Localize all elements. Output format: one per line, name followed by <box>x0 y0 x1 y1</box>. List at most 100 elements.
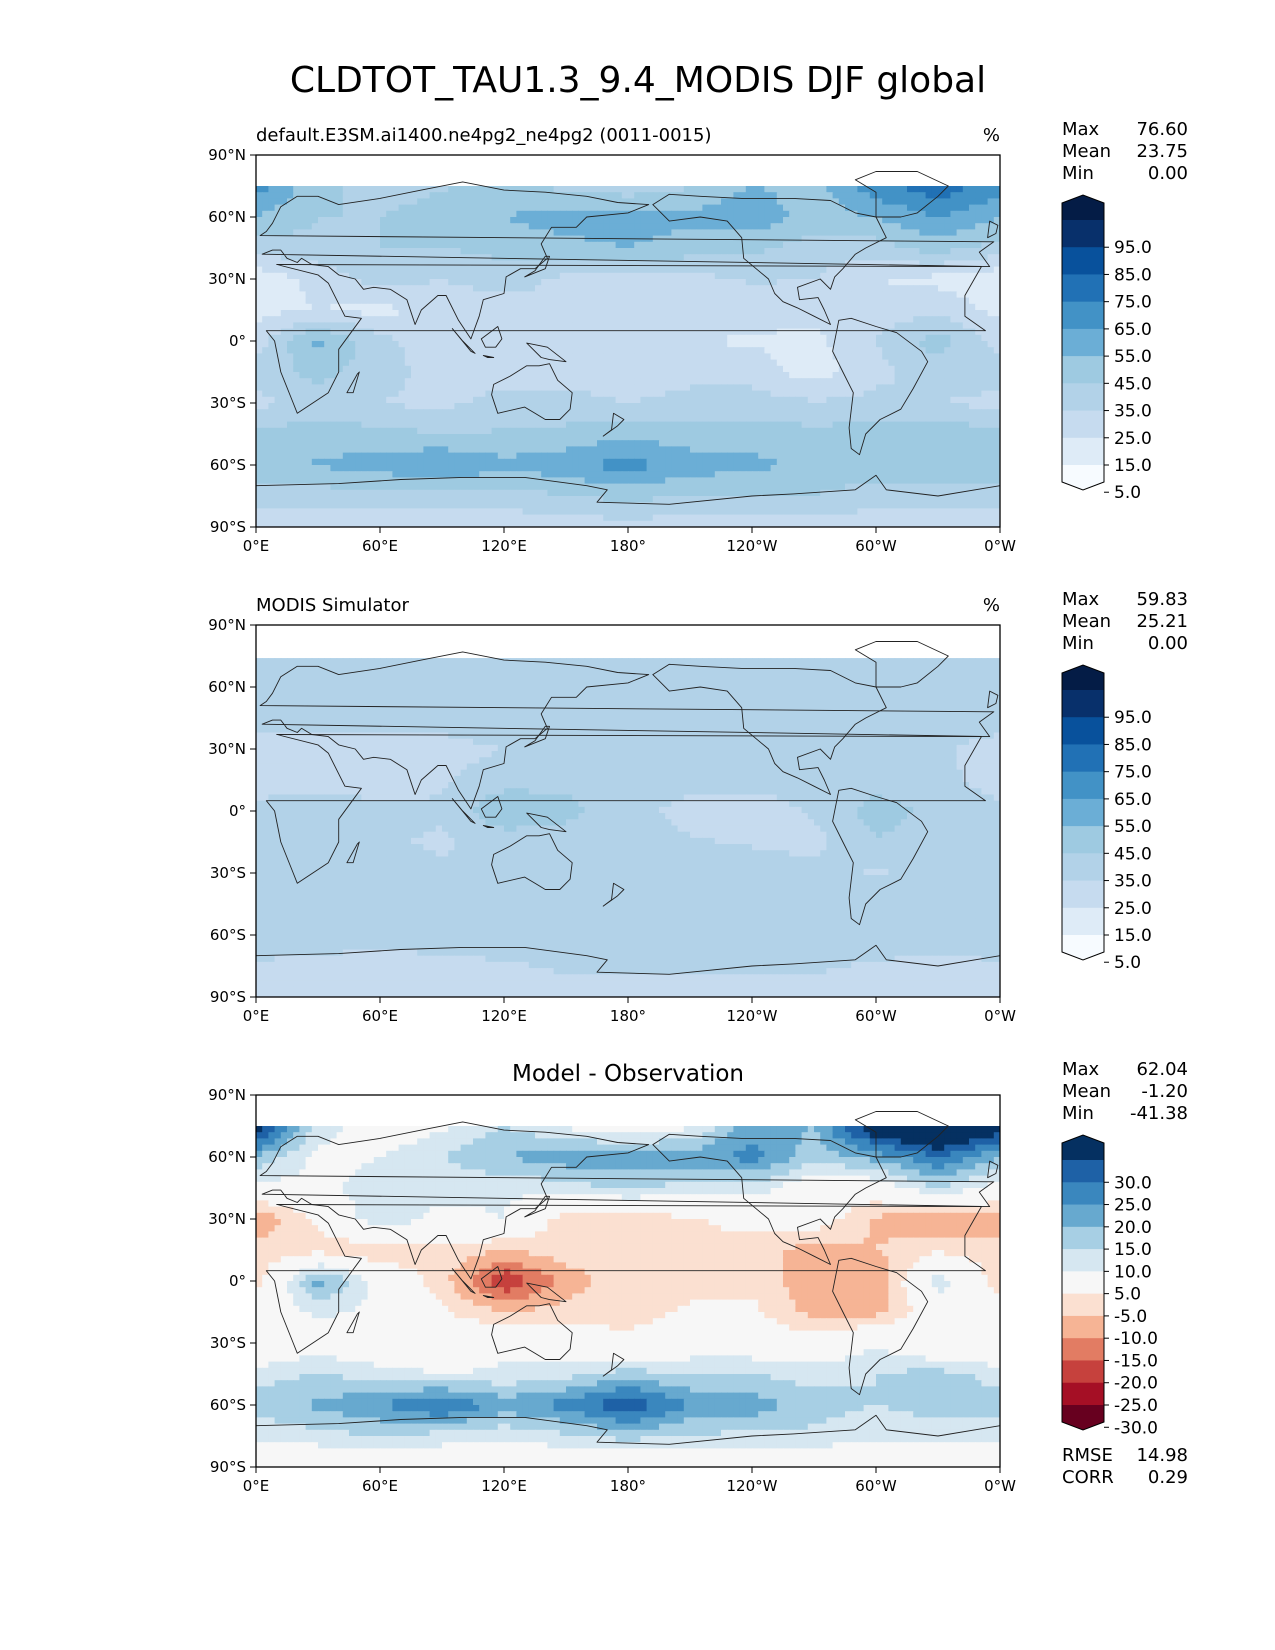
field-cell <box>566 347 573 354</box>
field-cell <box>690 403 697 410</box>
field-cell <box>851 421 858 429</box>
field-cell <box>752 341 759 348</box>
field-cell <box>305 285 313 292</box>
field-cell <box>504 254 511 261</box>
field-cell <box>913 204 920 212</box>
field-cell <box>969 272 976 280</box>
field-cell <box>659 359 666 367</box>
field-cell <box>287 434 294 441</box>
field-cell <box>950 434 958 441</box>
field-cell <box>535 254 542 261</box>
field-cell <box>913 415 920 423</box>
field-cell <box>280 421 288 429</box>
field-cell <box>398 291 406 299</box>
field-cell <box>603 285 610 292</box>
field-cell <box>479 341 486 348</box>
field-cell <box>665 186 672 193</box>
field-cell <box>876 241 883 249</box>
field-cell <box>919 390 927 398</box>
field-cell <box>801 396 809 404</box>
field-cell <box>851 390 858 398</box>
field-cell <box>559 310 567 317</box>
field-cell <box>634 272 641 280</box>
field-cell <box>349 403 356 410</box>
field-cell <box>361 266 369 274</box>
field-cell <box>491 322 499 330</box>
field-cell <box>919 415 927 423</box>
field-cell <box>522 347 530 354</box>
field-cell <box>268 266 276 274</box>
field-cell <box>342 421 350 429</box>
field-cell <box>404 415 412 423</box>
field-cell <box>783 279 790 286</box>
field-cell <box>987 372 995 379</box>
field-cell <box>975 434 982 441</box>
field-cell <box>634 322 641 330</box>
field-cell <box>398 266 406 274</box>
field-cell <box>287 303 294 311</box>
field-cell <box>857 260 865 268</box>
field-cell <box>789 198 796 206</box>
field-cell <box>683 440 691 447</box>
field-cell <box>739 427 747 435</box>
field-cell <box>758 328 765 336</box>
field-cell <box>807 198 815 206</box>
field-cell <box>807 334 815 342</box>
field-cell <box>330 223 338 230</box>
field-cell <box>448 427 455 435</box>
field-cell <box>745 434 753 441</box>
field-cell <box>975 241 982 249</box>
field-cell <box>671 434 679 441</box>
field-cell <box>262 396 269 404</box>
field-cell <box>690 372 697 379</box>
field-cell <box>969 322 976 330</box>
field-cell <box>969 229 976 237</box>
field-cell <box>776 291 784 299</box>
field-cell <box>361 322 369 330</box>
field-cell <box>342 403 350 410</box>
field-cell <box>355 359 362 367</box>
field-cell <box>795 384 803 392</box>
field-cell <box>386 217 393 224</box>
field-cell <box>814 266 821 274</box>
field-cell <box>863 297 871 305</box>
field-cell <box>628 384 635 392</box>
field-cell <box>311 297 319 305</box>
field-cell <box>845 384 852 392</box>
field-cell <box>640 192 648 199</box>
field-cell <box>491 291 499 299</box>
field-cell <box>355 241 362 249</box>
field-cell <box>801 279 809 286</box>
field-cell <box>256 316 263 323</box>
field-cell <box>671 396 679 404</box>
field-cell <box>566 223 573 230</box>
field-cell <box>361 415 369 423</box>
field-cell <box>404 204 412 212</box>
field-cell <box>411 192 418 199</box>
field-cell <box>287 297 294 305</box>
field-cell <box>417 415 424 423</box>
field-cell <box>268 396 276 404</box>
field-cell <box>324 235 331 243</box>
field-cell <box>491 427 499 435</box>
field-cell <box>448 266 455 274</box>
field-cell <box>714 254 722 261</box>
field-cell <box>807 378 815 385</box>
field-cell <box>547 217 555 224</box>
field-cell <box>590 310 598 317</box>
field-cell <box>516 322 524 330</box>
field-cell <box>845 434 852 441</box>
field-cell <box>386 310 393 317</box>
field-cell <box>696 316 703 323</box>
field-cell <box>900 297 908 305</box>
field-cell <box>597 434 604 441</box>
field-cell <box>683 365 691 373</box>
field-cell <box>293 334 300 342</box>
field-cell <box>665 415 672 423</box>
field-cell <box>938 235 945 243</box>
field-cell <box>305 297 313 305</box>
field-cell <box>361 341 369 348</box>
field-cell <box>299 248 307 255</box>
field-cell <box>367 353 375 361</box>
field-cell <box>801 328 809 336</box>
